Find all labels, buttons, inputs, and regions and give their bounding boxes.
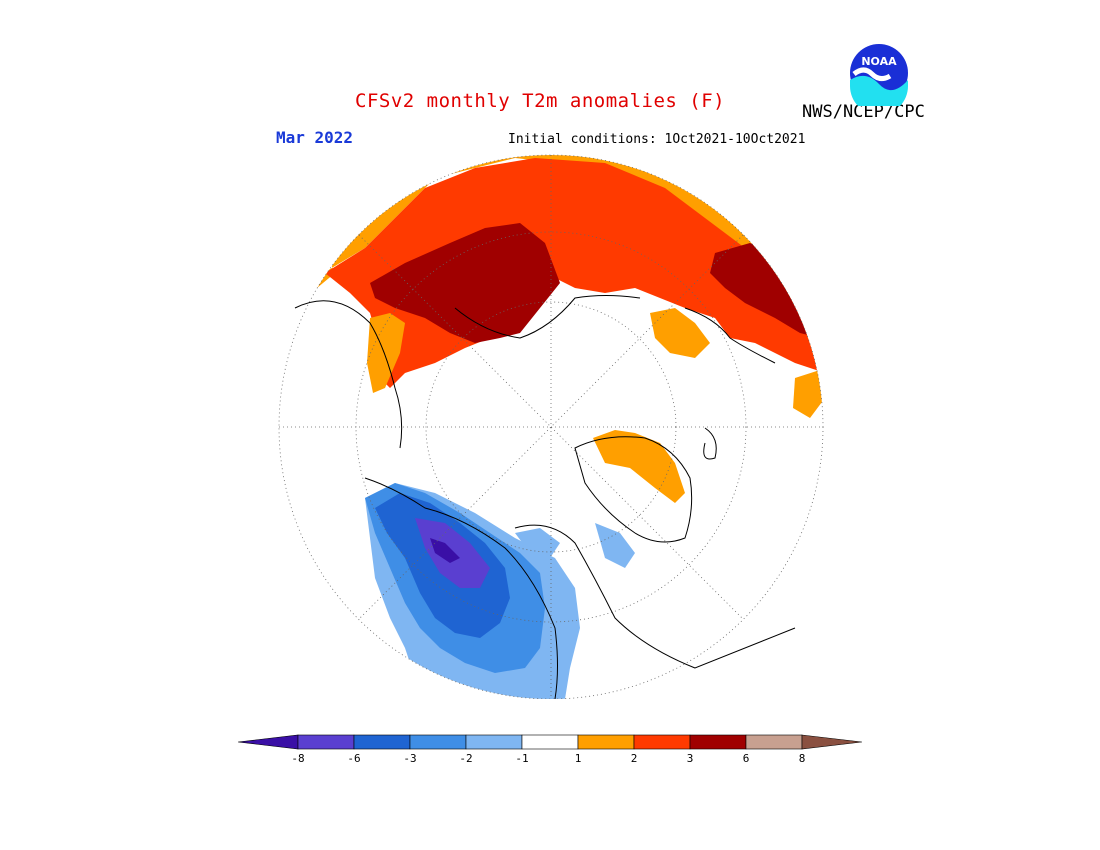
chart-title: CFSv2 monthly T2m anomalies (F)	[355, 90, 726, 112]
colorbar-swatch-5	[521, 734, 579, 750]
warm-region-svalbard	[793, 370, 823, 418]
warm-region-darkred-west	[370, 223, 560, 343]
colorbar-label: -8	[291, 752, 305, 765]
colorbar	[238, 734, 862, 750]
colorbar-label: -2	[459, 752, 473, 765]
noaa-logo: NOAA	[848, 42, 910, 106]
warm-region-orange-west	[367, 313, 405, 393]
colorbar-swatch-2	[353, 734, 411, 750]
colorbar-swatch-6	[577, 734, 635, 750]
polar-map	[275, 148, 825, 699]
colorbar-swatch-1	[297, 734, 355, 750]
agency-label: NWS/NCEP/CPC	[802, 102, 925, 122]
colorbar-label: 6	[742, 752, 750, 765]
warm-region-orange-east	[650, 308, 710, 358]
colorbar-label: 2	[630, 752, 638, 765]
colorbar-swatch-4	[465, 734, 523, 750]
colorbar-swatch-9	[745, 734, 803, 750]
warm-region-darkred-east	[710, 243, 820, 338]
colorbar-label: -3	[403, 752, 417, 765]
cold-region-small	[515, 528, 560, 558]
colorbar-swatch-7	[633, 734, 691, 750]
initial-conditions: Initial conditions: 1Oct2021-10Oct2021	[508, 132, 806, 147]
logo-text: NOAA	[861, 55, 897, 68]
colorbar-swatch-3	[409, 734, 467, 750]
colorbar-label: -1	[515, 752, 529, 765]
cold-region-small-2	[595, 523, 635, 568]
colorbar-label: 8	[798, 752, 806, 765]
colorbar-swatch-8	[689, 734, 747, 750]
cold-region-core	[430, 538, 460, 563]
colorbar-swatch-0	[238, 734, 299, 750]
colorbar-label: 1	[574, 752, 582, 765]
colorbar-swatch-10	[801, 734, 862, 750]
colorbar-label: 3	[686, 752, 694, 765]
warm-region-greenland	[593, 430, 685, 503]
forecast-month: Mar 2022	[276, 128, 354, 147]
colorbar-label: -6	[347, 752, 361, 765]
